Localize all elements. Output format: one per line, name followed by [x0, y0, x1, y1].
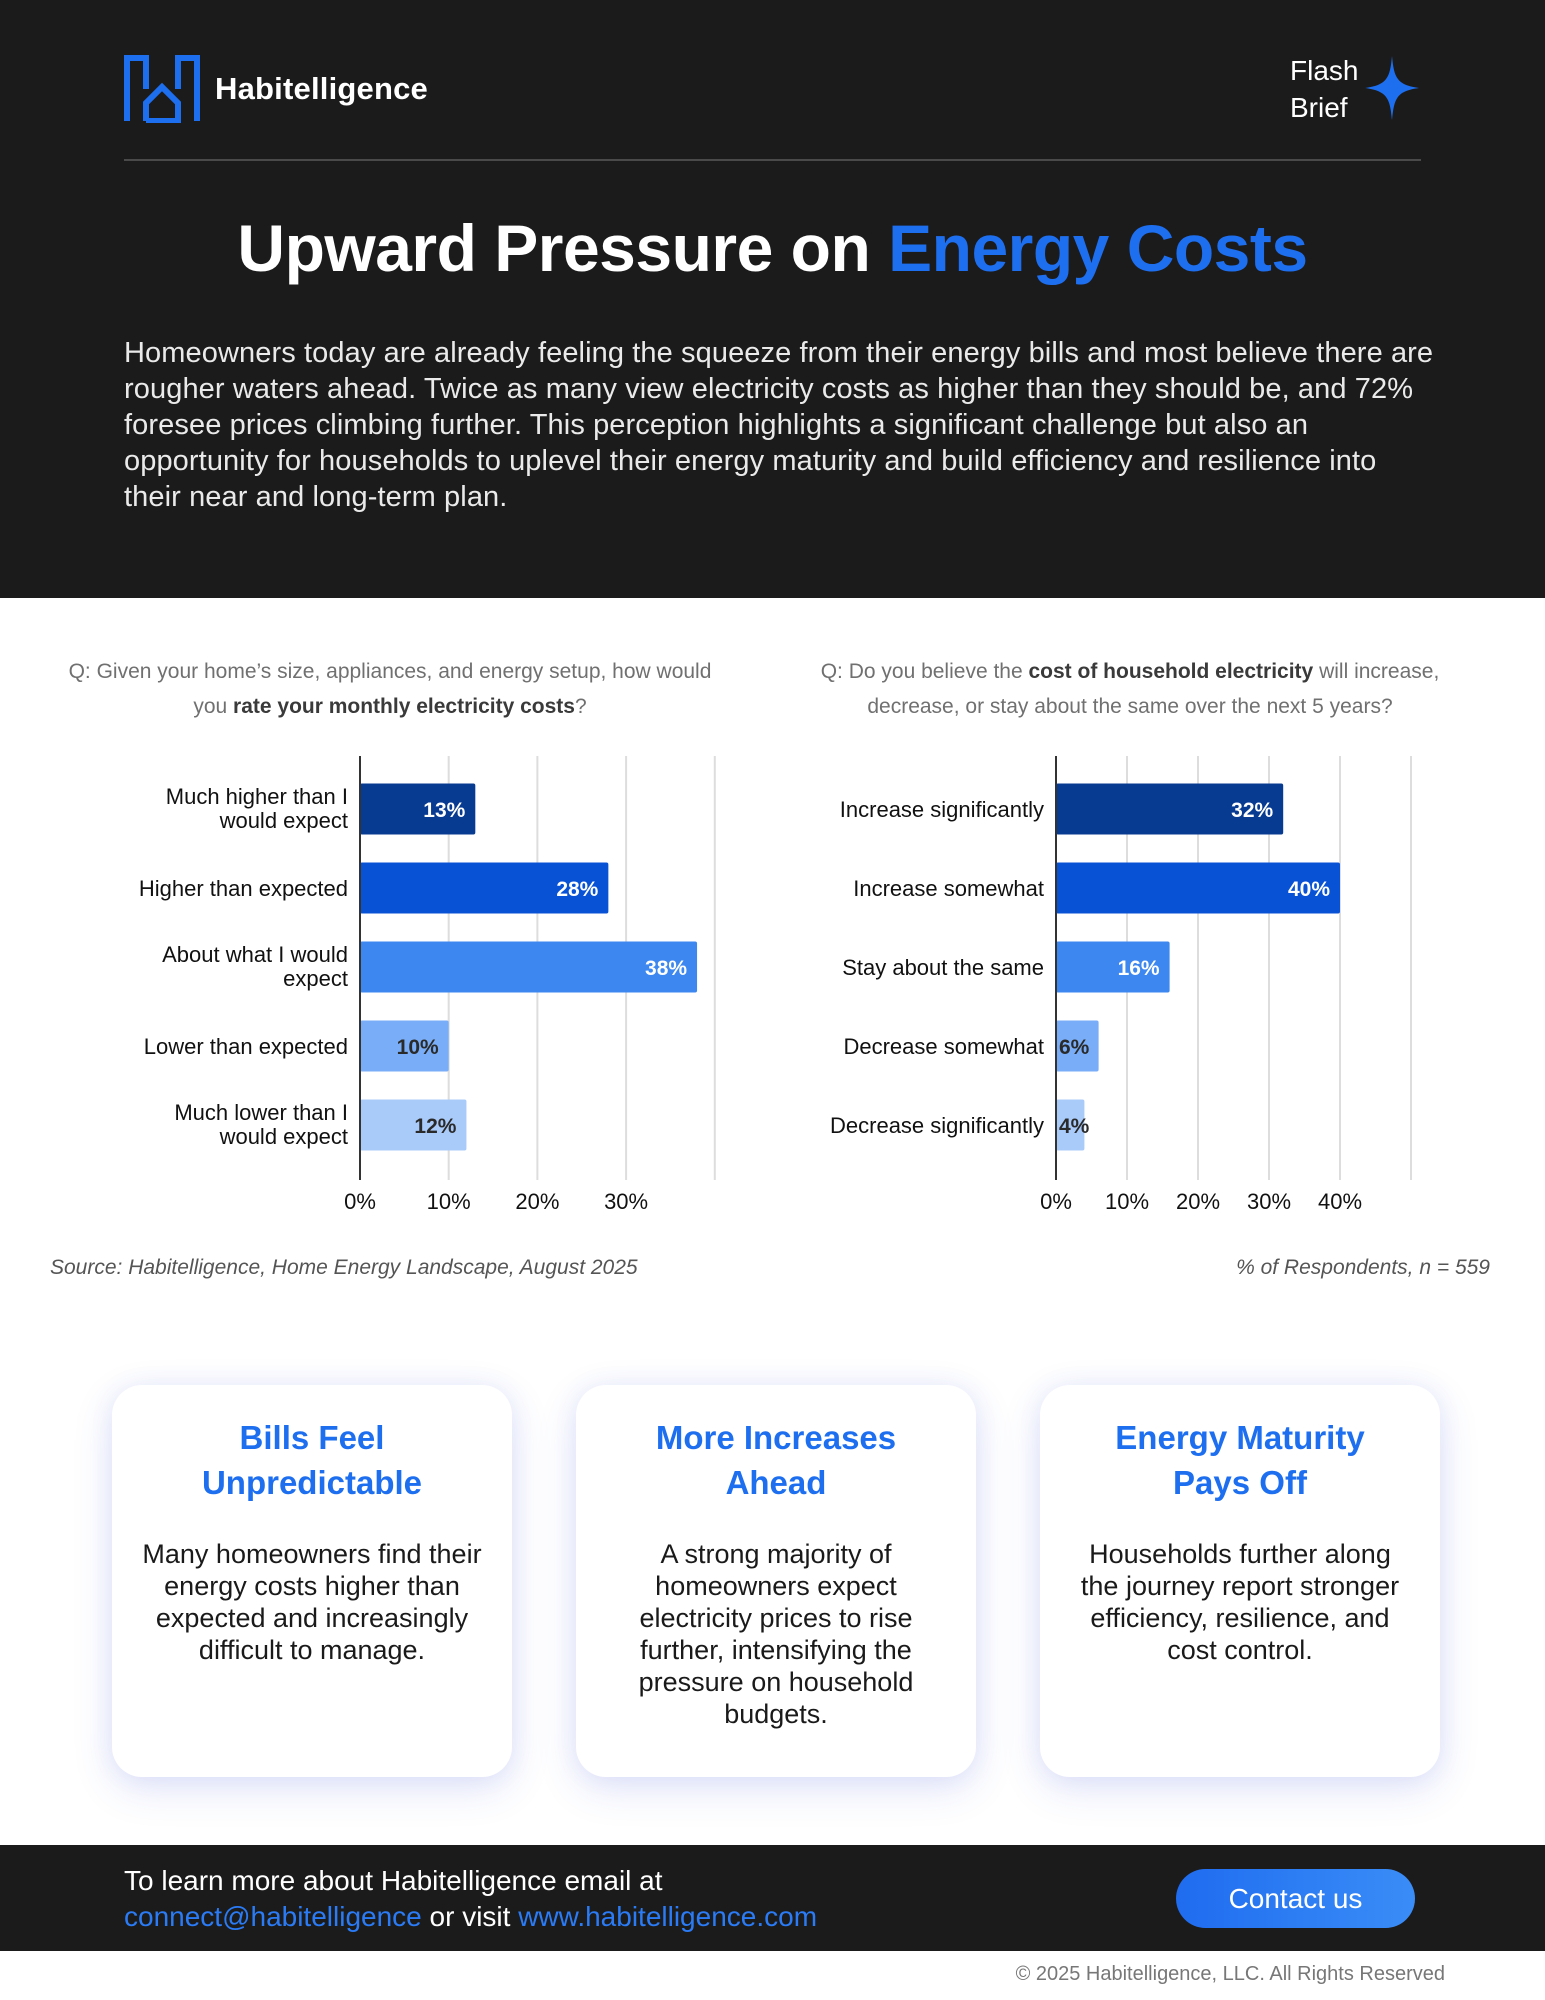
bar [1056, 783, 1284, 835]
category-label: Decrease significantly [830, 1113, 1044, 1138]
tick-label: 0% [344, 1189, 376, 1214]
card-title-line1: Energy Maturity [1115, 1419, 1365, 1456]
bar [1056, 862, 1340, 914]
data-label: 4% [1059, 1115, 1090, 1138]
card-body: A strong majority of homeowners expect e… [638, 1539, 914, 1729]
data-label: 16% [1118, 957, 1160, 980]
data-label: 10% [397, 1036, 439, 1059]
category-label: Increase somewhat [853, 876, 1044, 901]
bar [360, 1020, 449, 1072]
footer-line1: To learn more about Habitelligence email… [124, 1865, 663, 1896]
title-accent: Energy Costs [888, 211, 1308, 285]
email-link[interactable]: connect@habitelligence [124, 1901, 422, 1932]
tick-label: 10% [1105, 1189, 1149, 1214]
footer-mid: or visit [421, 1901, 519, 1932]
category-label: About what I would expect [162, 942, 348, 991]
footer: To learn more about Habitelligence email… [0, 1845, 1545, 1951]
bar [1056, 941, 1170, 993]
question-left-prefix: Q: Given your home’s size, appliances, a… [68, 660, 712, 718]
card-title-line1: More Increases [655, 1419, 897, 1456]
card-title-line2: Unpredictable [201, 1464, 423, 1501]
tick-label: 10% [427, 1189, 471, 1214]
intro-paragraph: Homeowners today are already feeling the… [124, 337, 1434, 513]
contact-us-button[interactable]: Contact us [1176, 1869, 1415, 1928]
bar [1056, 1020, 1099, 1072]
card-title-line1: Bills Feel [239, 1419, 385, 1456]
card-more-increases: More Increases Ahead A strong majority o… [576, 1385, 976, 1777]
badge-line1: Flash [1290, 55, 1359, 86]
header-divider [124, 159, 1421, 161]
category-label: Increase significantly [840, 797, 1044, 822]
page-title: Upward Pressure on Energy Costs [0, 210, 1545, 286]
badge-line2: Brief [1290, 92, 1348, 123]
hero-header: Habitelligence Flash Brief Upward Pressu… [0, 0, 1545, 598]
card-body: Many homeowners find their energy costs … [142, 1539, 482, 1665]
tick-label: 0% [1040, 1189, 1072, 1214]
bar [360, 941, 698, 993]
bar [360, 783, 476, 835]
data-label: 38% [645, 957, 687, 980]
tick-label: 30% [1247, 1189, 1291, 1214]
data-label: 6% [1059, 1036, 1090, 1059]
data-label: 13% [423, 799, 465, 822]
data-label: 40% [1288, 878, 1330, 901]
respondents-note: % of Respondents, n = 559 [1236, 1256, 1490, 1279]
bar [1056, 1099, 1085, 1151]
copyright: © 2025 Habitelligence, LLC. All Rights R… [1015, 1963, 1445, 1985]
card-title: Bills Feel Unpredictable [132, 1415, 492, 1505]
question-left-bold: rate your monthly electricity costs [233, 695, 575, 718]
data-label: 12% [414, 1115, 456, 1138]
brand[interactable]: Habitelligence [124, 55, 428, 123]
category-label: Decrease somewhat [843, 1034, 1044, 1059]
website-link[interactable]: www.habitelligence.com [518, 1901, 818, 1932]
bar [360, 862, 609, 914]
data-label: 28% [556, 878, 598, 901]
tick-label: 30% [604, 1189, 648, 1214]
question-right-prefix: Q: Do you believe the [820, 660, 1029, 683]
house-logo-icon [124, 55, 200, 123]
category-label: Higher than expected [139, 876, 348, 901]
brand-name: Habitelligence [215, 71, 428, 106]
card-title-line2: Ahead [725, 1464, 827, 1501]
sparkle-icon [1365, 56, 1419, 120]
card-title: More Increases Ahead [596, 1415, 956, 1505]
flash-brief-badge: Flash Brief [1290, 52, 1358, 126]
category-label: Lower than expected [144, 1034, 348, 1059]
footer-text: To learn more about Habitelligence email… [124, 1863, 817, 1935]
tick-label: 20% [515, 1189, 559, 1214]
question-left-suffix: ? [574, 695, 587, 718]
card-body: Households further along the journey rep… [1080, 1539, 1400, 1665]
card-bills-unpredictable: Bills Feel Unpredictable Many homeowners… [112, 1385, 512, 1777]
card-title: Energy Maturity Pays Off [1060, 1415, 1420, 1505]
data-label: 32% [1231, 799, 1273, 822]
card-title-line2: Pays Off [1173, 1464, 1307, 1501]
question-left: Q: Given your home’s size, appliances, a… [60, 654, 720, 724]
question-right-suffix: will increase, decrease, or stay about t… [867, 660, 1440, 718]
card-energy-maturity: Energy Maturity Pays Off Households furt… [1040, 1385, 1440, 1777]
tick-label: 40% [1318, 1189, 1362, 1214]
source-note: Source: Habitelligence, Home Energy Land… [50, 1256, 638, 1279]
category-label: Stay about the same [842, 955, 1044, 980]
tick-label: 20% [1176, 1189, 1220, 1214]
title-main: Upward Pressure on [237, 211, 889, 285]
question-right: Q: Do you believe the cost of household … [800, 654, 1460, 724]
question-right-bold: cost of household electricity [1028, 660, 1314, 683]
bar [360, 1099, 467, 1151]
footer-line2: connect@habitelligence or visit www.habi… [124, 1899, 817, 1935]
